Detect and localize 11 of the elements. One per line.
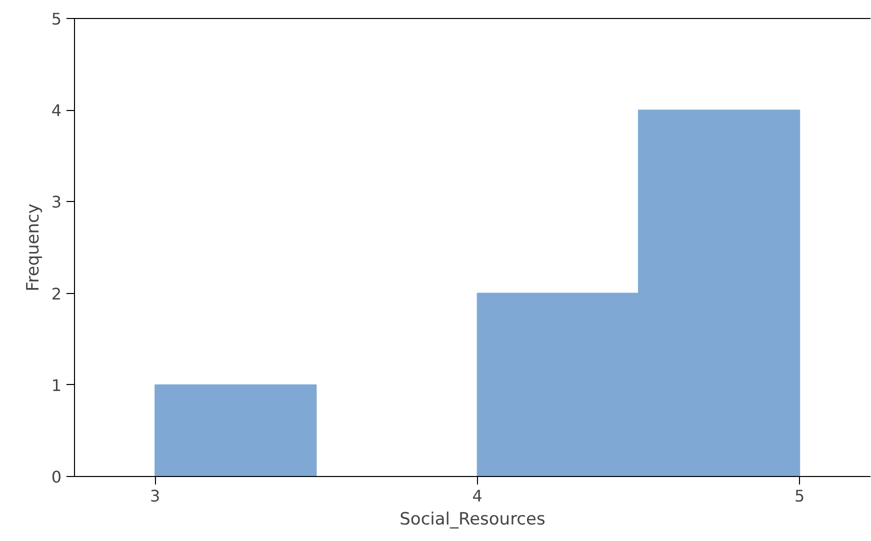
y-tick-label: 2 — [51, 284, 62, 304]
y-tick-label: 5 — [51, 10, 62, 28]
y-tick-label: 0 — [51, 468, 62, 486]
x-axis-title: Social_Resources — [400, 510, 546, 530]
y-tick-label: 1 — [51, 376, 62, 395]
y-tick-label: 4 — [51, 101, 62, 120]
x-tick-label: 4 — [472, 486, 482, 506]
y-axis-title: Frequency — [23, 204, 44, 292]
x-tick-label: 3 — [150, 486, 160, 506]
x-tick-label: 5 — [794, 486, 805, 506]
y-tick-label: 3 — [51, 192, 62, 212]
